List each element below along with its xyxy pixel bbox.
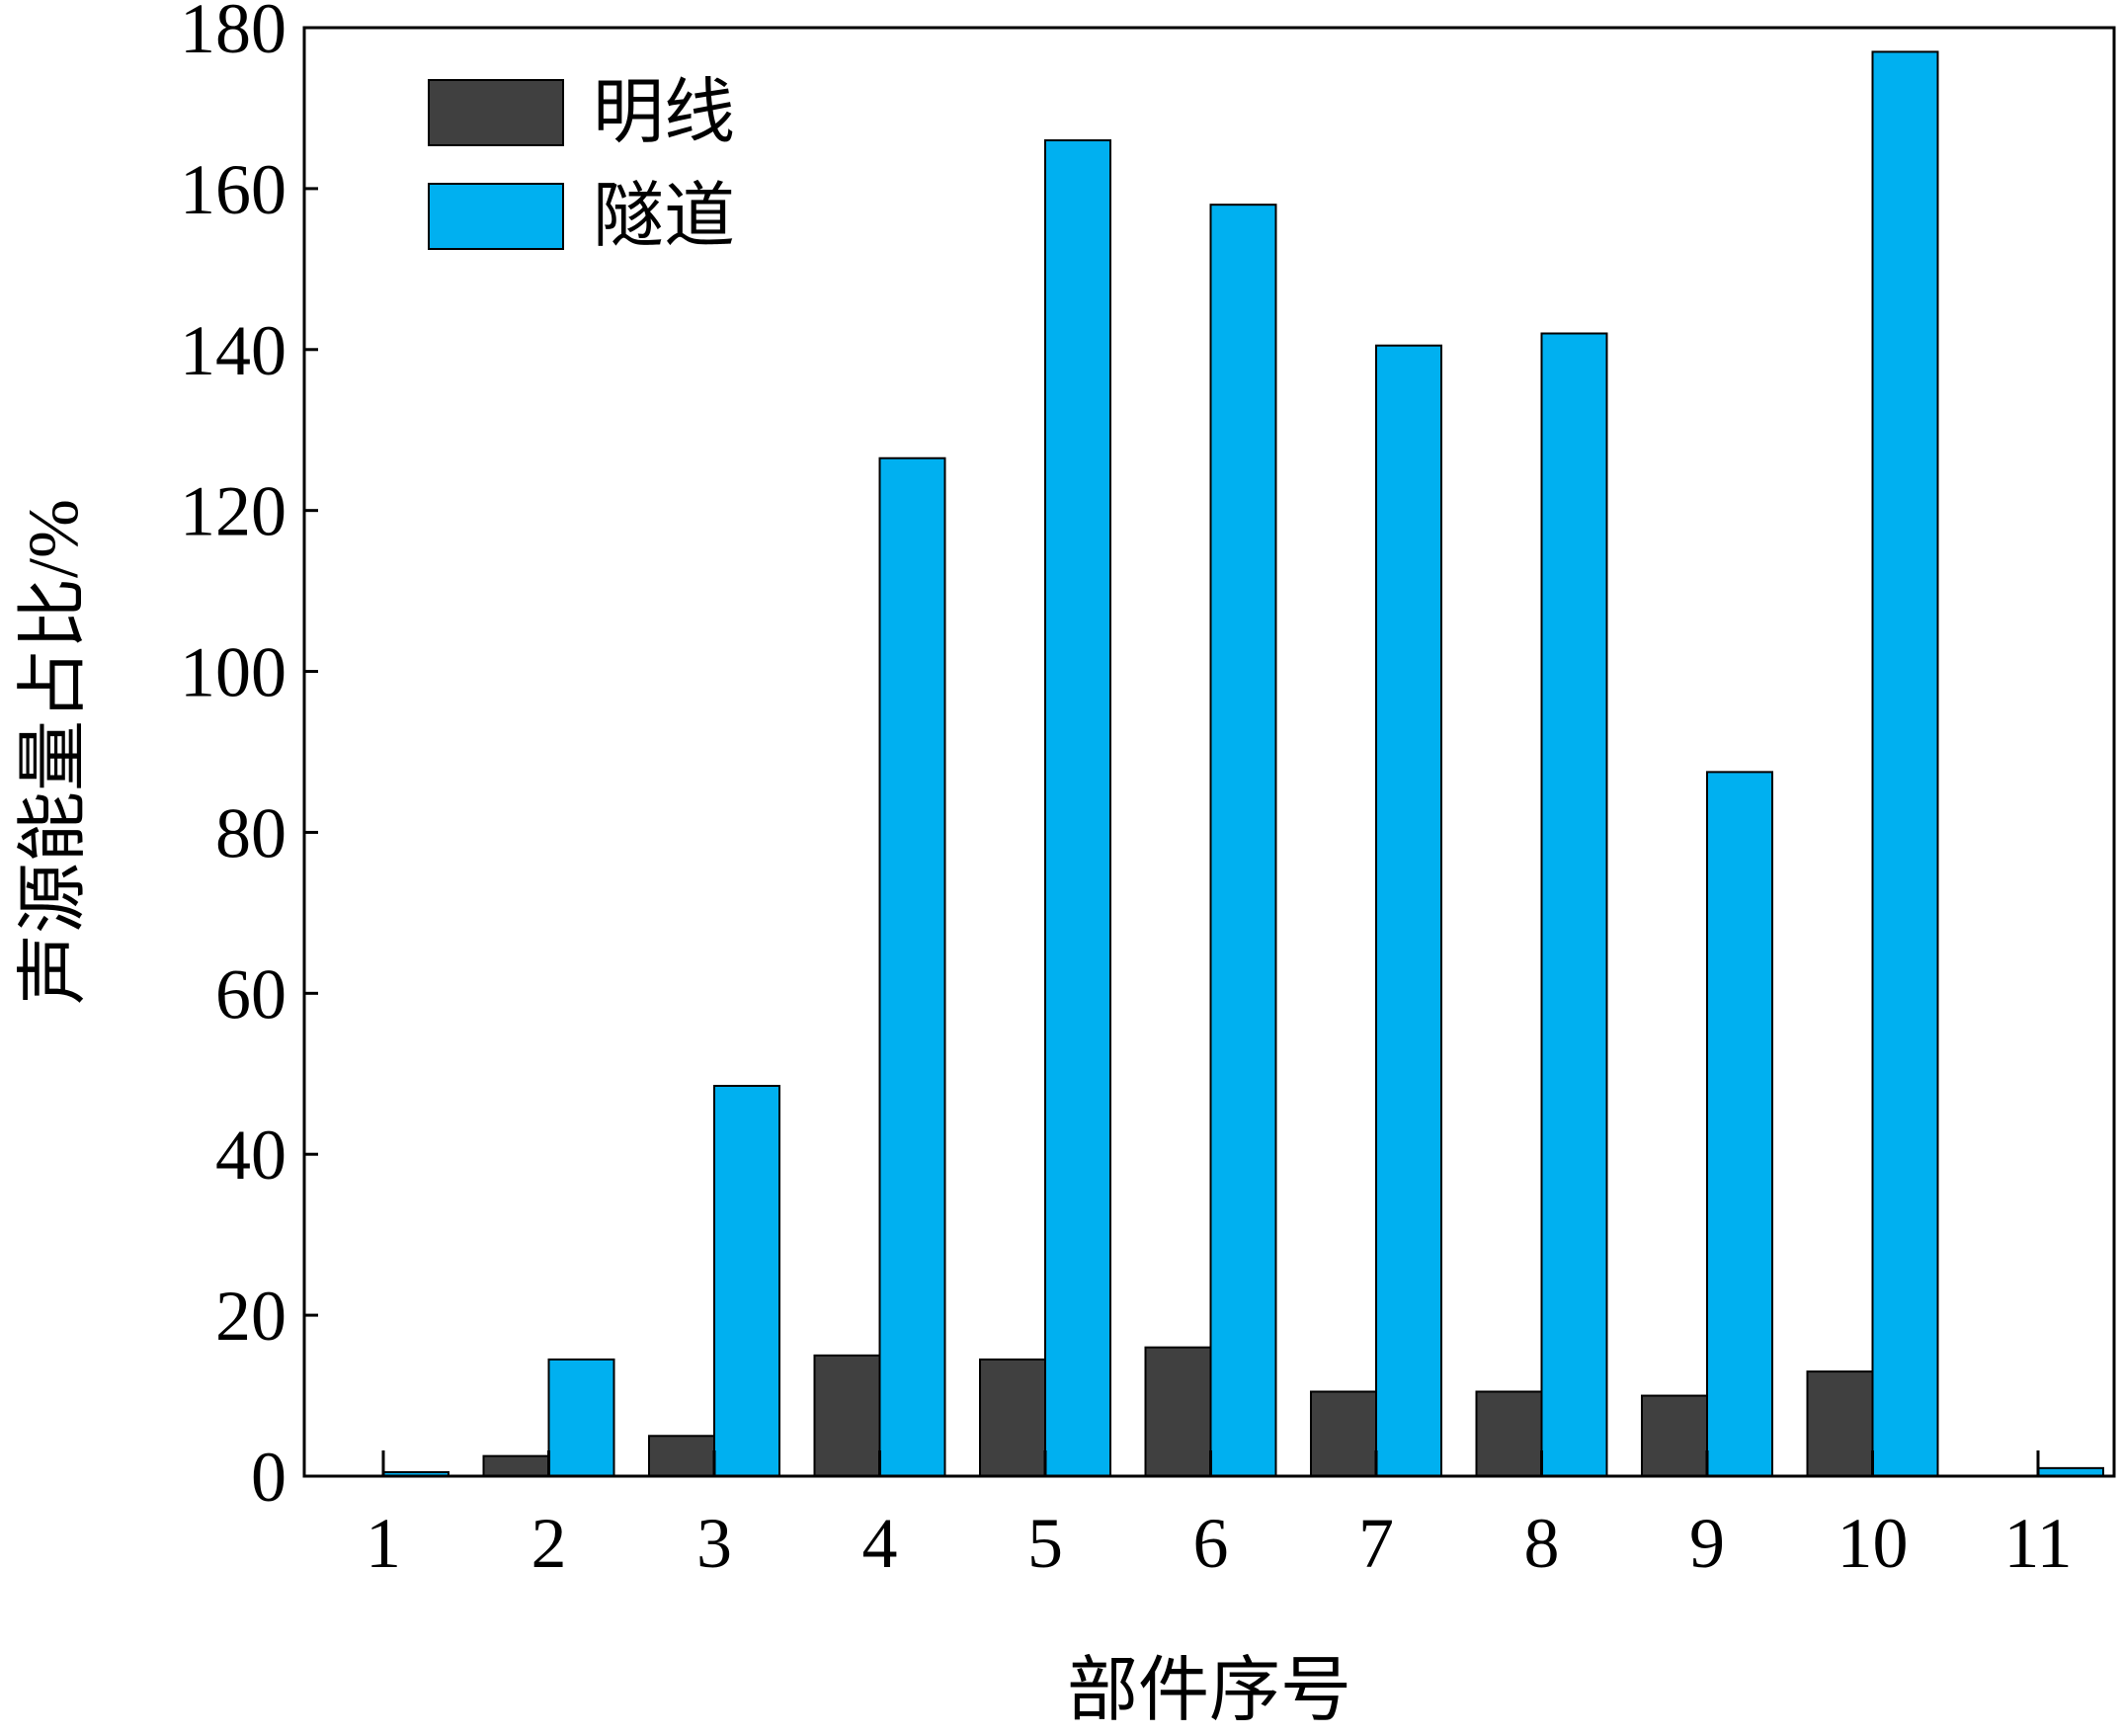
bar-series2-4 <box>878 456 946 1477</box>
y-tick-label: 60 <box>215 954 286 1033</box>
x-tick-label: 7 <box>1358 1504 1394 1583</box>
y-tick-label: 40 <box>215 1116 286 1195</box>
x-tick-label: 9 <box>1689 1504 1725 1583</box>
bar-series1-8 <box>1475 1390 1543 1477</box>
x-tick-label: 8 <box>1524 1504 1560 1583</box>
legend-label-series1: 明线 <box>593 73 735 152</box>
x-tick-label: 5 <box>1027 1504 1063 1583</box>
x-tick-label: 10 <box>1837 1504 1909 1583</box>
bar-series2-9 <box>1706 771 1773 1477</box>
y-tick-label: 100 <box>180 633 286 712</box>
bar-series2-3 <box>713 1084 780 1477</box>
y-axis-label: 声源能量占比/% <box>14 499 93 1005</box>
bar-series1-2 <box>482 1454 550 1478</box>
bar-series2-5 <box>1044 139 1111 1477</box>
legend-swatch-series2 <box>428 183 564 250</box>
bar-series2-6 <box>1209 204 1277 1478</box>
bar-series1-4 <box>813 1354 881 1478</box>
bar-series1-6 <box>1144 1346 1212 1477</box>
bar-series1-7 <box>1310 1390 1377 1477</box>
axes-group <box>302 26 2116 1478</box>
bar-series2-8 <box>1540 332 1608 1477</box>
bar-series1-9 <box>1641 1394 1708 1477</box>
x-tick-label: 3 <box>696 1504 732 1583</box>
bar-series2-7 <box>1375 344 1442 1477</box>
y-tick-label: 180 <box>180 0 286 68</box>
x-tick-label: 2 <box>531 1504 567 1583</box>
bar-series2-2 <box>547 1358 615 1477</box>
y-tick-label: 20 <box>215 1277 286 1356</box>
bar-series1-3 <box>648 1435 715 1478</box>
bar-series1-10 <box>1806 1370 1874 1477</box>
bars-group <box>382 50 2104 1478</box>
bar-series1-5 <box>979 1358 1046 1477</box>
y-tick-label: 140 <box>180 311 286 390</box>
legend-label-series2: 隧道 <box>593 177 735 256</box>
x-tick-label: 6 <box>1193 1504 1229 1583</box>
y-tick-label: 0 <box>251 1438 286 1517</box>
plot-frame <box>302 26 2116 1478</box>
x-axis-label: 部件序号 <box>1067 1651 1351 1730</box>
y-tick-label: 80 <box>215 793 286 872</box>
x-tick-label: 4 <box>862 1504 898 1583</box>
y-tick-label: 160 <box>180 150 286 229</box>
legend-swatch-series1 <box>428 79 564 146</box>
y-tick-label: 120 <box>180 472 286 551</box>
tick-labels-group: 0 20 40 60 80 100 120 140 160 180 1 2 3 4 5 6 7 8 9 10 11 <box>180 0 2073 1583</box>
x-tick-label: 11 <box>2003 1504 2072 1583</box>
bar-series2-10 <box>1871 50 1939 1477</box>
x-tick-label: 1 <box>366 1504 401 1583</box>
